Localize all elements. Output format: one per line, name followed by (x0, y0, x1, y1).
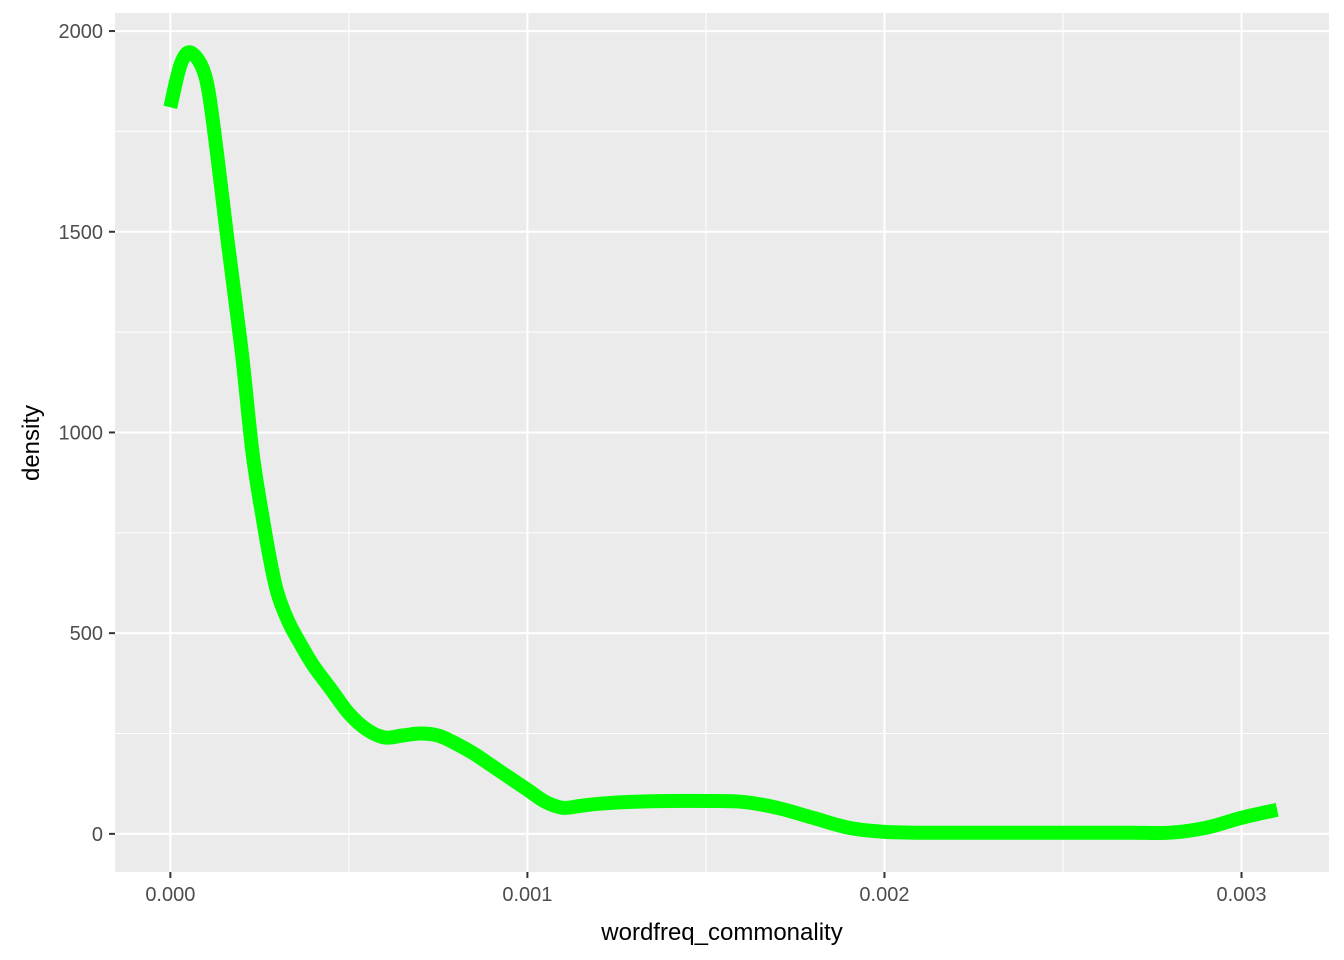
x-tick-label: 0.000 (145, 884, 195, 906)
x-tick-label: 0.003 (1216, 884, 1266, 906)
x-axis-ticks: 0.000 0.001 0.002 0.003 (145, 872, 1267, 906)
y-tick-label: 1000 (59, 422, 104, 444)
x-tick-label: 0.001 (502, 884, 552, 906)
y-tick-label: 0 (92, 824, 103, 846)
y-tick-label: 1500 (59, 222, 104, 244)
minor-gridlines (115, 13, 1329, 872)
y-tick-label: 2000 (59, 21, 104, 43)
plot-panel (115, 13, 1329, 872)
density-line (163, 45, 1279, 841)
x-axis-title: wordfreq_commonality (600, 919, 842, 946)
x-tick-label: 0.002 (859, 884, 909, 906)
y-tick-label: 500 (70, 623, 103, 645)
y-axis-ticks: 0 500 1000 1500 2000 (59, 21, 115, 846)
y-axis-title: density (18, 405, 45, 481)
major-gridlines (115, 13, 1329, 872)
